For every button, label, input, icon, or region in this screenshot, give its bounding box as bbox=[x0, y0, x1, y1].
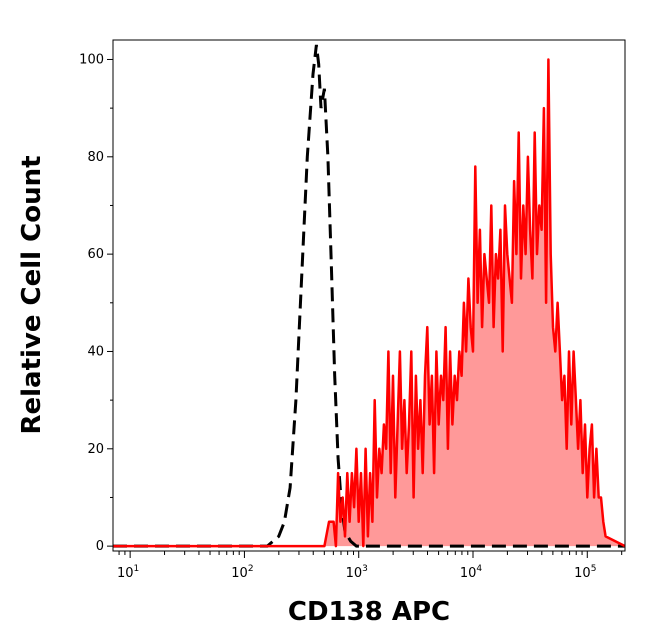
series-area-fill bbox=[113, 59, 625, 547]
y-tick-label: 40 bbox=[87, 344, 104, 359]
axis-ticks: 0 20 40 60 80 100 101 102 103 104 105 bbox=[79, 52, 623, 581]
x-tick-label: 105 bbox=[574, 564, 596, 581]
y-tick-label: 80 bbox=[87, 150, 104, 165]
y-tick-label: 60 bbox=[87, 247, 104, 262]
y-axis-title: Relative Cell Count bbox=[17, 155, 47, 434]
y-tick-label: 0 bbox=[96, 539, 104, 554]
y-tick-label: 20 bbox=[87, 442, 104, 457]
series-line-red bbox=[113, 58, 626, 548]
x-tick-label: 101 bbox=[117, 564, 139, 581]
x-axis-title: CD138 APC bbox=[288, 597, 450, 627]
y-tick-label: 100 bbox=[79, 52, 104, 67]
series-line-dashed bbox=[113, 44, 625, 548]
x-tick-label: 103 bbox=[346, 564, 368, 581]
plot-frame bbox=[112, 39, 626, 552]
plot-area-series bbox=[113, 44, 626, 548]
x-tick-label: 102 bbox=[231, 564, 253, 581]
x-tick-label: 104 bbox=[460, 564, 483, 581]
